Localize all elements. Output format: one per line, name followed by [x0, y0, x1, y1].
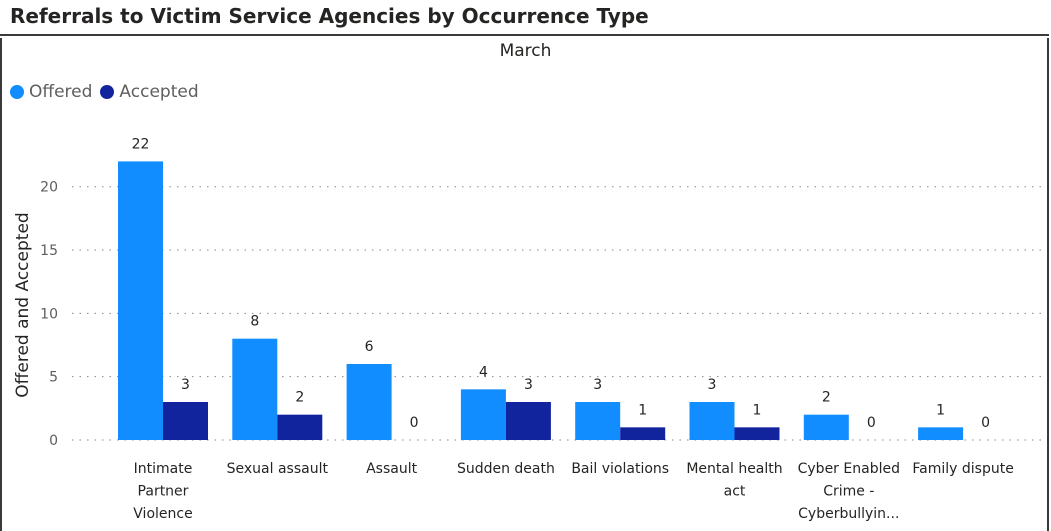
- legend-item-accepted[interactable]: Accepted: [100, 82, 199, 102]
- bar-offered[interactable]: [575, 402, 621, 440]
- data-label-accepted: 2: [295, 390, 304, 406]
- legend-offered-marker-icon: [10, 85, 24, 99]
- x-tick-label: Crime -: [823, 484, 874, 500]
- data-label-accepted: 0: [410, 415, 419, 431]
- bar-offered[interactable]: [346, 364, 392, 440]
- data-label-offered: 8: [250, 314, 259, 330]
- x-tick-label: Sudden death: [457, 461, 555, 477]
- bar-offered[interactable]: [689, 402, 735, 440]
- data-label-offered: 3: [593, 377, 602, 393]
- y-tick-label: 15: [40, 243, 58, 259]
- data-label-offered: 2: [822, 390, 831, 406]
- legend-offered-label: Offered: [29, 82, 93, 102]
- page-title: Referrals to Victim Service Agencies by …: [10, 4, 649, 28]
- data-label-offered: 3: [708, 377, 717, 393]
- x-tick-label: Sexual assault: [227, 461, 329, 477]
- bar-offered[interactable]: [918, 427, 964, 440]
- x-tick-label: Family dispute: [912, 461, 1013, 477]
- data-label-accepted: 3: [181, 377, 190, 393]
- bar-accepted[interactable]: [505, 402, 551, 440]
- bar-offered[interactable]: [232, 338, 278, 440]
- bar-accepted[interactable]: [734, 427, 780, 440]
- chart-legend: Offered Accepted: [10, 82, 207, 102]
- data-label-accepted: 1: [638, 402, 647, 418]
- chart-panel: [0, 38, 1049, 531]
- x-tick-label: Assault: [366, 461, 418, 477]
- data-label-accepted: 0: [981, 415, 990, 431]
- chart-title: March: [499, 41, 552, 61]
- x-tick-label: Violence: [133, 506, 192, 522]
- data-label-offered: 6: [365, 339, 374, 355]
- data-label-offered: 22: [132, 136, 150, 152]
- x-tick-label: act: [724, 484, 746, 500]
- y-tick-label: 5: [49, 370, 58, 386]
- data-label-offered: 1: [936, 402, 945, 418]
- data-label-accepted: 3: [524, 377, 533, 393]
- bar-offered[interactable]: [803, 414, 849, 440]
- x-tick-label: Bail violations: [571, 461, 669, 477]
- y-tick-label: 20: [40, 180, 58, 196]
- bar-accepted[interactable]: [163, 402, 208, 440]
- data-label-accepted: 0: [867, 415, 876, 431]
- x-tick-label: Mental health: [686, 461, 782, 477]
- legend-accepted-marker-icon: [100, 85, 115, 99]
- x-tick-label: Partner: [138, 484, 189, 500]
- x-tick-label: Cyber Enabled: [798, 461, 900, 477]
- data-label-accepted: 1: [753, 402, 762, 418]
- bar-offered[interactable]: [460, 389, 506, 440]
- report-header: Referrals to Victim Service Agencies by …: [0, 0, 1049, 36]
- bar-accepted[interactable]: [620, 427, 666, 440]
- y-tick-label: 10: [40, 306, 58, 322]
- legend-accepted-label: Accepted: [119, 82, 199, 102]
- legend-item-offered[interactable]: Offered: [10, 82, 92, 102]
- x-tick-label: Cyberbullyin...: [798, 506, 899, 522]
- bar-accepted[interactable]: [277, 414, 323, 440]
- data-label-offered: 4: [479, 364, 488, 380]
- y-tick-label: 0: [49, 433, 58, 449]
- bar-offered[interactable]: [118, 161, 163, 440]
- x-tick-label: Intimate: [134, 461, 193, 477]
- y-axis-title: Offered and Accepted: [13, 212, 33, 397]
